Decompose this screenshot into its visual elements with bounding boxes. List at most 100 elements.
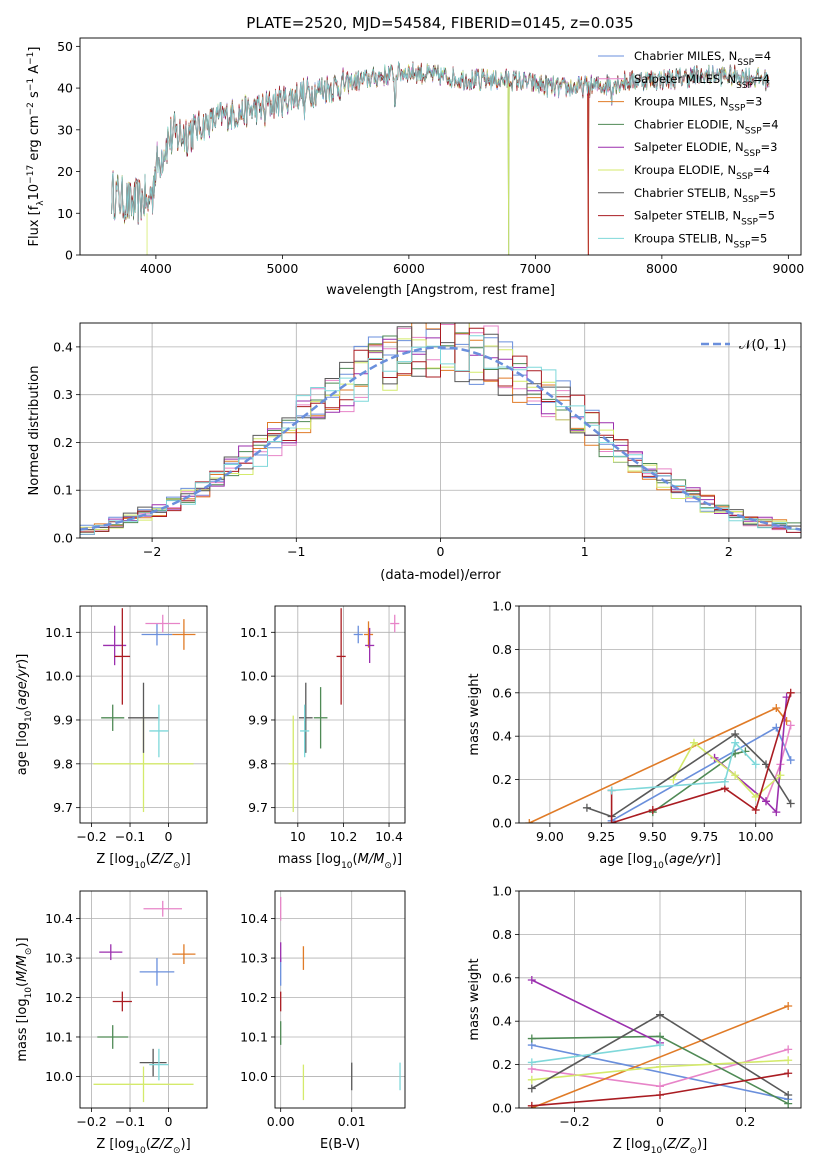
axes-frame (79, 890, 208, 1109)
axes-frame (274, 605, 406, 824)
gaussian-curve (80, 346, 801, 531)
x-tick-label: −0.2 (76, 1114, 106, 1129)
age-vs-metallicity-panel: −0.2 −0.1 0 9.7 9.8 9.9 10.0 10.1 Z [log10(Z/Z⊙)… (15, 605, 208, 871)
y-tick-label: 9.9 (248, 712, 268, 727)
axes-frame (79, 322, 802, 539)
y-tick-label: 20 (57, 164, 73, 179)
mass-weight-marker (751, 760, 760, 769)
spectrum-panel: 4000 5000 6000 7000 8000 9000 0 10 20 30 40 50 Chabr… (26, 37, 804, 298)
y-tick-label: 9.9 (53, 712, 73, 727)
age-vs-mass-panel: 10 10.2 10.4 9.7 9.8 9.9 10.0 10.1 mass [log10(M… (240, 605, 406, 871)
axes-frame (518, 605, 802, 824)
legend-label: Chabrier STELIB, NSSP=5 (634, 186, 776, 205)
y-tick-label: 10 (57, 206, 73, 221)
mass-vs-ebv-panel: 0.00 0.01 10.0 10.1 10.2 10.3 10.4 E(B-V) (240, 890, 406, 1152)
y-tick-label: 10.1 (240, 625, 268, 640)
y-axis-label: age [log10(age/yr)] (15, 654, 34, 776)
mass-weight-marker (786, 721, 795, 730)
mass-weight-marker (786, 688, 795, 697)
y-tick-label: 10.4 (240, 911, 268, 926)
x-tick-label: 0 (437, 544, 445, 559)
mass-weight-marker (656, 1090, 664, 1099)
y-tick-label: 30 (57, 122, 73, 137)
mass-weight-line (611, 741, 757, 792)
spectrum-line (111, 61, 770, 223)
x-tick-label: 1 (581, 544, 589, 559)
x-axis-label: E(B-V) (320, 1137, 360, 1152)
y-tick-label: 1.0 (492, 884, 512, 899)
mass-weight-marker (784, 1090, 793, 1099)
axes-frame (274, 890, 406, 1109)
plot-area (80, 323, 801, 535)
y-tick-label: 10.0 (45, 1069, 73, 1084)
y-tick-label: 10.3 (45, 951, 73, 966)
plot-area (288, 608, 400, 813)
mass-weight-marker (751, 805, 760, 814)
y-tick-label: 9.7 (248, 800, 268, 815)
y-tick-label: 0.8 (492, 642, 512, 657)
residual-histogram-panel: −2 −1 0 1 2 0.0 0.1 0.2 0.3 0.4 𝒩(0, 1) (data-model… (27, 322, 802, 583)
mass-weight-marker (731, 771, 740, 780)
y-tick-label: 10.1 (45, 625, 73, 640)
x-tick-label: −0.1 (115, 1114, 145, 1129)
x-tick-label: 10.4 (375, 829, 403, 844)
x-tick-label: −0.2 (559, 1114, 589, 1129)
x-tick-label: 10 (290, 829, 306, 844)
y-tick-label: 10.2 (45, 990, 73, 1005)
mass-weight-marker (784, 1045, 793, 1054)
mass-weight-vs-age-panel: 9.00 9.25 9.50 9.75 10.00 0.0 0.2 0.4 0.6 0.8 1.0 a… (467, 599, 802, 871)
mass-weight-marker (762, 797, 771, 806)
x-axis-label: (data-model)/error (380, 568, 501, 583)
mass-weight-line (531, 1044, 789, 1101)
x-tick-label: 9000 (772, 261, 804, 276)
x-axis-label: mass [log10(M/M⊙)] (278, 852, 402, 871)
legend-label: Salpeter MILES, NSSP=4 (634, 72, 770, 91)
legend-label: Kroupa ELODIE, NSSP=4 (634, 163, 770, 182)
mass-weight-marker (786, 799, 795, 808)
y-tick-label: 0.4 (492, 729, 512, 744)
x-axis-label: Z [log10(Z/Z⊙)] (96, 1137, 190, 1156)
mass-weight-marker (776, 771, 785, 780)
y-axis-label: mass weight (467, 958, 482, 1040)
y-tick-label: 10.4 (45, 911, 73, 926)
mass-weight-marker (689, 738, 698, 747)
legend-label: Chabrier MILES, NSSP=4 (634, 49, 771, 68)
mass-weight-marker (784, 1002, 793, 1011)
y-tick-label: 0.1 (53, 483, 73, 498)
x-tick-label: 9.25 (587, 829, 615, 844)
plot-area (93, 608, 196, 813)
mass-weight-line (531, 979, 661, 1044)
mass-weight-marker (582, 803, 591, 812)
y-tick-label: 0.0 (492, 816, 512, 831)
mass-weight-marker (731, 730, 740, 739)
plot-area (527, 975, 793, 1108)
x-tick-label: 2 (725, 544, 733, 559)
y-tick-label: 10.0 (240, 669, 268, 684)
mass-weight-marker (751, 792, 760, 801)
y-axis-label: Normed distribution (27, 366, 42, 496)
x-tick-label: −0.2 (76, 829, 106, 844)
y-tick-label: 0.2 (53, 435, 73, 450)
y-tick-label: 9.8 (248, 756, 268, 771)
mass-weight-line (531, 1005, 789, 1108)
x-tick-label: −2 (143, 544, 161, 559)
plot-area (93, 900, 196, 1103)
y-tick-label: 0.2 (492, 772, 512, 787)
axes-frame (79, 37, 802, 256)
mass-weight-marker (656, 1082, 664, 1091)
mass-weight-marker (784, 1099, 793, 1108)
mass-weight-marker (527, 1101, 536, 1108)
y-tick-label: 10.1 (45, 1029, 73, 1044)
x-tick-label: −1 (287, 544, 305, 559)
mass-weight-marker (527, 1075, 536, 1084)
x-tick-label: 5000 (266, 261, 298, 276)
y-tick-label: 0.8 (492, 927, 512, 942)
histogram-step (80, 335, 801, 535)
y-tick-label: 50 (57, 39, 73, 54)
y-tick-label: 9.7 (53, 800, 73, 815)
y-tick-label: 10.2 (240, 990, 268, 1005)
mass-weight-marker (772, 808, 781, 817)
mass-weight-marker (772, 703, 781, 712)
legend-label: Salpeter ELODIE, NSSP=3 (634, 140, 777, 159)
